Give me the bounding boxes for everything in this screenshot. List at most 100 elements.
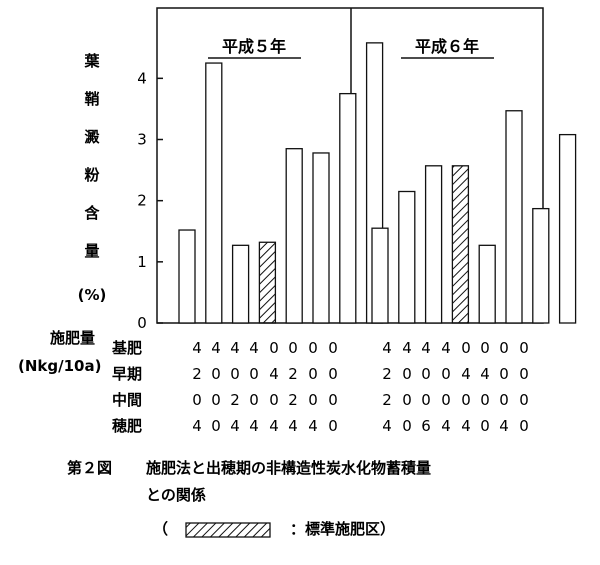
table-cell: 0 [328,417,338,435]
table-cell: 4 [421,339,431,357]
y-axis-label-char: 粉 [84,166,99,184]
table-cell: 0 [288,339,298,357]
table-cell: 4 [230,339,240,357]
table-header-line1: 施肥量 [50,329,95,347]
bar-panel2-8 [558,133,577,324]
bar-panel2-7 [532,207,550,324]
table-cell: 4 [269,417,279,435]
table-cell: 0 [441,365,451,383]
table-cell: 0 [519,391,529,409]
fertilizer-table: 基肥 4 4 4 4 0 0 0 0 4 4 4 4 0 0 0 0早期 2 0 0 0 4 2 0 0 2 0 0 0 4 4 0 0中間 0 0… [111,339,529,435]
bar-panel1-1 [178,229,196,324]
bar-panel1-3 [231,244,250,324]
y-axis-label-char: 量 [84,242,99,260]
panel-title-2: 平成６年 [415,37,479,56]
y-axis-unit: (%) [78,286,107,304]
table-cell: 4 [192,339,202,357]
table-header-line2: (Nkg/10a) [18,357,101,375]
table-cell: 0 [421,365,431,383]
y-axis-label-char: 含 [84,204,100,222]
table-cell: 4 [249,339,259,357]
y-tick-label: 4 [137,69,147,87]
bar-panel2-5 [478,244,496,324]
table-cell: 0 [269,391,279,409]
table-cell: 0 [402,417,412,435]
table-cell: 2 [382,391,392,409]
bar-panel1-5 [285,148,303,324]
table-cell: 0 [421,391,431,409]
y-tick-label: 1 [137,253,147,271]
bar-panel1-4 [258,241,277,324]
y-axis-label-char: 鞘 [84,90,99,108]
legend-text: ：標準施肥区） [290,520,395,538]
table-cell: 0 [461,339,471,357]
table-cell: 4 [461,417,471,435]
table-cell: 0 [249,391,259,409]
bar-panel2-4 [451,165,470,324]
table-cell: 4 [480,365,490,383]
table-cell: 0 [441,391,451,409]
caption-line1: 施肥法と出穂期の非構造性炭水化物蓄積量 [146,459,431,477]
table-cell: 0 [308,339,318,357]
table-cell: 0 [211,417,221,435]
table-cell: 0 [480,339,490,357]
table-cell: 0 [211,365,221,383]
y-tick-label: 3 [137,131,147,149]
table-cell: 4 [211,339,221,357]
bar-panel1-2 [205,62,223,324]
bar-panel2-6 [505,110,523,324]
table-cell: 4 [288,417,298,435]
table-cell: 4 [382,417,392,435]
table-cell: 2 [288,365,298,383]
bar-panel2-1 [371,227,389,324]
table-cell: 0 [328,339,338,357]
table-cell: 0 [230,365,240,383]
table-row-label: 基肥 [111,339,142,357]
table-cell: 4 [441,339,451,357]
table-cell: 4 [249,417,259,435]
y-tick-label: 2 [137,192,147,210]
table-cell: 4 [461,365,471,383]
table-cell: 0 [499,339,509,357]
bar-panel2-3 [424,165,443,324]
table-cell: 2 [288,391,298,409]
table-cell: 0 [519,365,529,383]
table-cell: 4 [402,339,412,357]
caption-line2: との関係 [146,486,206,504]
y-ticks: 0 1 2 3 4 [137,69,163,332]
legend-open-paren: （ [153,520,168,538]
table-cell: 4 [230,417,240,435]
bars [178,42,577,324]
table-cell: 0 [192,391,202,409]
table-cell: 2 [192,365,202,383]
y-axis-label-char: 澱 [84,128,100,146]
table-cell: 6 [421,417,431,435]
table-cell: 0 [402,391,412,409]
table-cell: 0 [308,365,318,383]
table-cell: 4 [308,417,318,435]
table-cell: 2 [382,365,392,383]
table-cell: 0 [211,391,221,409]
legend-swatch-standard [185,522,271,538]
table-row-label: 穂肥 [112,417,142,435]
table-cell: 4 [192,417,202,435]
figure-number: 第２図 [67,459,112,477]
table-cell: 0 [328,365,338,383]
table-cell: 0 [519,417,529,435]
table-cell: 0 [499,391,509,409]
y-axis-label-char: 葉 [83,52,100,70]
table-row-label: 早期 [112,365,142,383]
table-cell: 0 [269,339,279,357]
table-cell: 0 [499,365,509,383]
bar-panel2-2 [398,190,416,324]
table-cell: 4 [441,417,451,435]
table-row-label: 中間 [112,391,142,409]
bar-panel1-7 [339,92,357,324]
table-cell: 0 [519,339,529,357]
table-cell: 0 [328,391,338,409]
table-cell: 0 [308,391,318,409]
table-cell: 0 [480,417,490,435]
table-cell: 0 [461,391,471,409]
